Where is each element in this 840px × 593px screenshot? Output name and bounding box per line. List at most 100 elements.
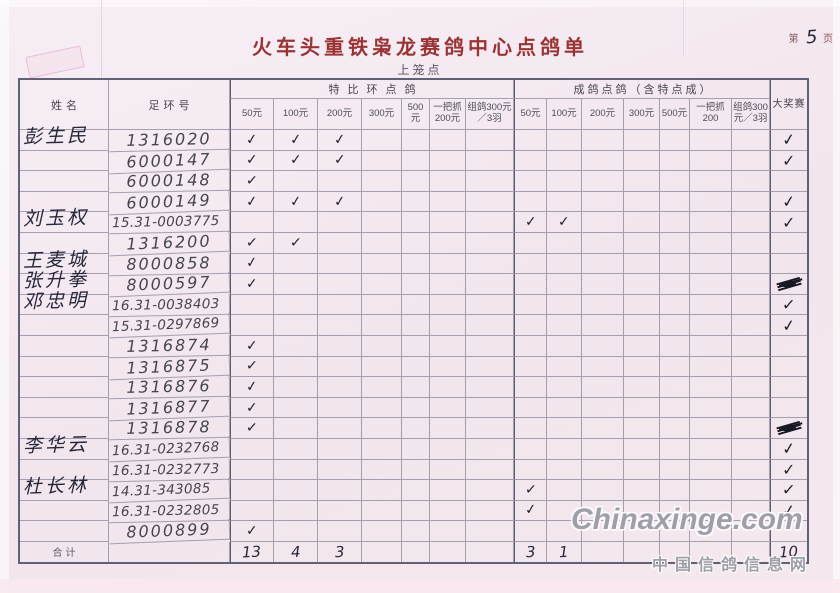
cell-cg100 — [547, 274, 582, 295]
cell-tb50: ✓ — [230, 377, 274, 398]
cell-tb50 — [230, 315, 274, 336]
cell-tb500 — [402, 500, 430, 522]
cell-tbgrab — [430, 294, 466, 316]
cell-cg200 — [582, 315, 624, 336]
cell-tbgrab — [430, 480, 466, 501]
cell-tb50: ✓ — [230, 191, 274, 213]
cell-cg50 — [514, 294, 547, 316]
cell-cg300 — [624, 191, 660, 213]
check-mark: ✓ — [333, 152, 346, 169]
cell-cggrab — [690, 150, 732, 172]
cell-name — [20, 438, 109, 460]
cell-cg500 — [660, 253, 690, 275]
cell-cg500 — [660, 212, 690, 233]
cell-cg200 — [582, 438, 624, 460]
cell-tbgroup — [466, 397, 514, 419]
cell-tb500 — [402, 274, 430, 295]
header-ring-label: 足环号 — [109, 80, 230, 130]
cell-tbgrab — [430, 397, 466, 419]
header-grand-prize: 大奖赛 — [770, 80, 807, 130]
check-mark: ✓ — [781, 212, 797, 232]
cell-cg500 — [660, 377, 690, 398]
cell-tb100 — [274, 397, 318, 419]
cell-name — [20, 480, 109, 501]
cell-cg200 — [582, 480, 624, 501]
cell-cggroup — [732, 500, 770, 522]
cell-grand: ✓ — [770, 150, 807, 172]
cell-cg500 — [660, 315, 690, 336]
check-mark: ✓ — [245, 337, 259, 354]
cell-tb300 — [362, 480, 402, 501]
header-col-adult-3: 300元 — [624, 99, 660, 130]
cell-tbgroup — [466, 438, 514, 460]
check-mark: ✓ — [523, 501, 538, 520]
cell-tb100 — [274, 356, 318, 378]
check-mark: ✓ — [245, 419, 259, 437]
cell-cg100 — [547, 335, 582, 357]
cell-cggroup — [732, 253, 770, 275]
cell-tb300 — [362, 335, 402, 357]
cell-tb100 — [274, 335, 318, 357]
page-number-value: 5 — [804, 26, 818, 49]
cell-tb500 — [402, 438, 430, 460]
cell-cggrab — [690, 500, 732, 522]
cell-grand — [770, 171, 807, 192]
cell-tbgroup — [466, 212, 514, 233]
cell-name — [20, 191, 109, 213]
cell-cg100 — [547, 150, 582, 172]
cell-cggroup — [732, 438, 770, 460]
cell-cg50 — [514, 459, 547, 481]
cell-cg500 — [660, 480, 690, 501]
cell-tb100 — [274, 521, 318, 542]
cell-tbgrab — [430, 212, 466, 233]
cell-grand — [770, 397, 807, 419]
cell-name — [20, 335, 109, 357]
cell-cg200 — [582, 335, 624, 357]
cell-cg100 — [547, 356, 582, 378]
cell-tb200 — [318, 315, 362, 336]
cell-cggroup — [732, 294, 770, 316]
cell-grand — [770, 232, 807, 254]
header-col-adult-4: 500元 — [660, 99, 690, 130]
cell-cggroup — [732, 212, 770, 233]
total-tb50: 13 — [230, 541, 274, 562]
cell-cg300 — [624, 232, 660, 254]
page-subtitle: 上笼点 — [397, 63, 443, 77]
cell-cg50 — [514, 356, 547, 378]
total-ring-empty — [109, 541, 230, 562]
cell-tb50: ✓ — [230, 397, 274, 419]
cell-tb50: ✓ — [230, 130, 274, 151]
cell-cg100 — [547, 232, 582, 254]
total-tb100: 4 — [274, 541, 318, 562]
cell-tbgrab — [430, 500, 466, 522]
cell-cg100: ✓ — [547, 212, 582, 233]
total-tbgroup — [466, 541, 514, 562]
ring-number: 8000899 — [108, 518, 231, 545]
cell-grand — [770, 356, 807, 378]
cell-name — [20, 294, 109, 316]
cell-grand: ✓ — [770, 459, 807, 481]
page-title: 火车头重铁枭龙赛鸽中心点鸽单 — [252, 37, 588, 59]
cell-tbgroup — [466, 521, 514, 542]
cell-cg300 — [624, 480, 660, 501]
cell-tb50 — [230, 438, 274, 460]
cell-cg100 — [547, 253, 582, 275]
cell-cg300 — [624, 130, 660, 151]
cell-tbgroup — [466, 335, 514, 357]
cell-name — [20, 253, 109, 275]
page-number-suffix: 页 — [823, 34, 834, 45]
cell-tb200: ✓ — [318, 191, 362, 213]
cell-cg200 — [582, 500, 624, 522]
cell-name — [20, 232, 109, 254]
cell-cg50 — [514, 150, 547, 172]
cell-tb200 — [318, 500, 362, 522]
total-value: 10 — [778, 542, 800, 562]
cell-tb50: ✓ — [230, 171, 274, 192]
cell-cggroup — [732, 459, 770, 481]
cell-tb200 — [318, 274, 362, 295]
cell-cggroup — [732, 335, 770, 357]
cell-cg100 — [547, 480, 582, 501]
cell-cggrab — [690, 521, 732, 542]
cell-tb200 — [318, 377, 362, 398]
check-mark: ✓ — [332, 131, 347, 149]
